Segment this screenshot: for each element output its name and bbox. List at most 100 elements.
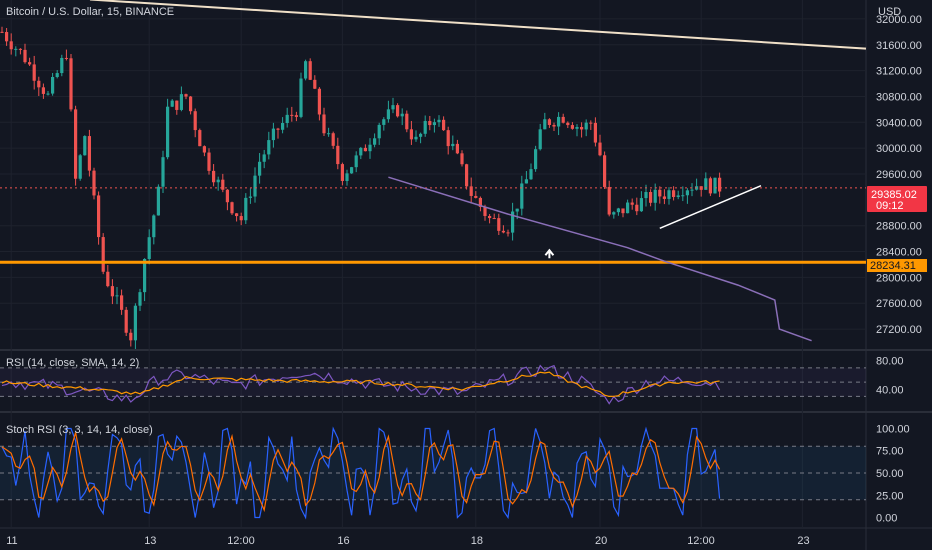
candle-body [5, 32, 9, 42]
candle-body [534, 149, 538, 170]
candle-body [69, 58, 73, 110]
candle-body [350, 167, 354, 174]
candle-body [382, 119, 386, 125]
candle-body [175, 100, 179, 110]
candle-body [409, 129, 413, 140]
stoch-pane[interactable] [0, 426, 866, 520]
candle-body [593, 122, 597, 143]
rsi-tick-label: 40.00 [876, 384, 904, 396]
candle-body [129, 332, 133, 341]
candle-body [156, 186, 160, 216]
candle-body [336, 145, 340, 165]
candle-body [442, 119, 446, 131]
candle-countdown: 09:12 [876, 200, 904, 212]
candle-body [14, 48, 18, 50]
candle-body [363, 147, 367, 152]
candle-body [718, 177, 722, 192]
candle-body [327, 133, 331, 135]
candle-body [110, 286, 114, 297]
candle-body [235, 213, 239, 217]
candle-body [78, 155, 82, 179]
candle-body [538, 129, 542, 150]
price-tick-label: 28000.00 [876, 272, 922, 284]
time-tick-label: 13 [144, 535, 156, 547]
candle-body [179, 94, 183, 110]
time-tick-label: 11 [6, 535, 17, 547]
price-pane[interactable] [0, 0, 867, 349]
candle-body [290, 114, 294, 116]
time-tick-label: 16 [337, 535, 349, 547]
candle-body [681, 195, 685, 197]
candle-body [124, 309, 128, 333]
candle-body [230, 202, 234, 214]
candle-body [589, 122, 593, 124]
candle-body [630, 202, 634, 205]
candle-body [428, 121, 432, 126]
candle-body [115, 295, 119, 297]
candle-body [460, 153, 464, 165]
candle-body [267, 140, 271, 155]
candle-body [386, 109, 390, 120]
candle-body [184, 94, 188, 97]
candle-body [635, 204, 639, 212]
candle-body [331, 133, 335, 146]
stoch-tick-label: 50.00 [876, 468, 904, 480]
candle-body [561, 116, 565, 123]
candle-body [221, 179, 225, 190]
candle-body [685, 190, 689, 196]
candle-body [37, 80, 41, 88]
candle-body [492, 218, 496, 220]
support-price-badge: 28234.31 [867, 259, 927, 272]
candle-body [271, 128, 275, 141]
candle-body [198, 130, 202, 147]
candle-body [626, 202, 630, 214]
stoch-k-line [1, 426, 721, 520]
support-price-value: 28234.31 [870, 260, 916, 272]
candle-body [653, 189, 657, 203]
candle-body [202, 146, 206, 153]
candle-body [520, 183, 524, 209]
candle-body [649, 192, 653, 203]
candle-body [658, 189, 662, 197]
current-price-value: 29385.02 [871, 189, 917, 201]
stoch-tick-label: 25.00 [876, 490, 904, 502]
candle-body [566, 122, 570, 126]
candle-body [511, 211, 515, 233]
price-tick-label: 32000.00 [876, 14, 922, 26]
candle-body [414, 136, 418, 140]
rsi-sma-line [1, 371, 720, 398]
price-tick-label: 27200.00 [876, 324, 922, 336]
candle-body [603, 155, 607, 187]
candle-body [147, 237, 151, 259]
candle-body [120, 295, 124, 310]
candle-body [97, 195, 101, 238]
candle-body [51, 76, 55, 94]
candle-body [501, 230, 505, 233]
candle-body [308, 61, 312, 80]
candle-body [455, 143, 459, 154]
projection-curve [388, 176, 812, 342]
price-tick-label: 30400.00 [876, 117, 922, 129]
candle-body [676, 195, 680, 198]
candle-body [708, 178, 712, 194]
candle-body [474, 195, 478, 198]
candle-body [557, 116, 561, 127]
rsi-pane[interactable] [0, 364, 866, 405]
candle-body [359, 147, 363, 156]
candle-body [639, 198, 643, 212]
candle-body [575, 127, 579, 129]
candle-body [133, 305, 137, 341]
resistance-trendline [89, 0, 867, 50]
candle-body [276, 128, 280, 130]
candle-body [281, 123, 285, 130]
candle-body [18, 48, 22, 50]
candle-body [285, 114, 289, 124]
price-tick-label: 30800.00 [876, 91, 922, 103]
candle-body [469, 186, 473, 196]
candle-body [405, 113, 409, 130]
candle-body [483, 206, 487, 216]
price-tick-label: 29600.00 [876, 169, 922, 181]
